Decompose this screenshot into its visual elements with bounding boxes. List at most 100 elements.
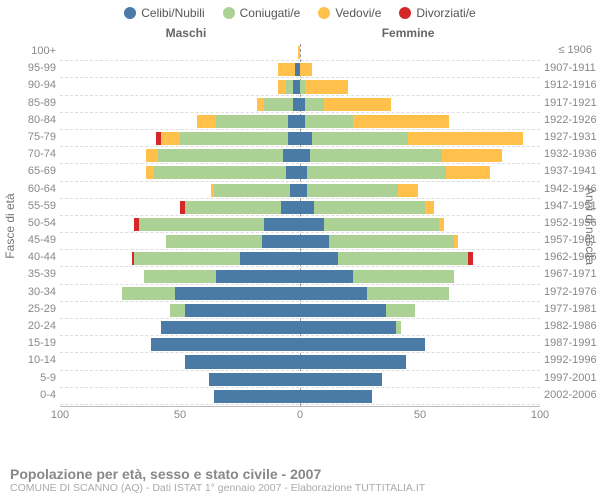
bar-segment <box>293 80 300 93</box>
bar-segment <box>386 304 415 317</box>
bar-segment <box>288 132 300 145</box>
bar-segment <box>134 252 240 265</box>
male-half <box>60 78 300 95</box>
bar-segment <box>300 166 307 179</box>
birth-year-label: 1937-1941 <box>544 165 598 177</box>
plot-area: 100+95-991907-191190-941912-191685-89191… <box>60 44 540 407</box>
age-label: 25-29 <box>2 303 56 315</box>
female-half <box>300 61 540 78</box>
female-half <box>300 78 540 95</box>
age-row: 55-591947-1951 <box>60 199 540 216</box>
birth-year-label: 1972-1976 <box>544 286 598 298</box>
bar-segment <box>300 304 386 317</box>
caption-subtitle: COMUNE DI SCANNO (AQ) - Dati ISTAT 1° ge… <box>10 482 425 494</box>
legend-dot <box>399 7 411 19</box>
bar-segment <box>146 166 153 179</box>
male-half <box>60 285 300 302</box>
age-row: 90-941912-1916 <box>60 78 540 95</box>
age-label: 40-44 <box>2 251 56 263</box>
female-half <box>300 336 540 353</box>
age-label: 10-14 <box>2 354 56 366</box>
bar-segment <box>300 355 406 368</box>
female-half <box>300 353 540 370</box>
age-row: 50-541952-1956 <box>60 216 540 233</box>
bar-segment <box>398 184 417 197</box>
legend-dot <box>124 7 136 19</box>
legend-dot <box>223 7 235 19</box>
birth-year-first: ≤ 1906 <box>558 44 592 56</box>
bar-segment <box>468 252 473 265</box>
birth-year-label: 1932-1936 <box>544 148 598 160</box>
male-half <box>60 96 300 113</box>
x-tick: 100 <box>531 409 549 421</box>
bar-segment <box>185 201 281 214</box>
legend-dot <box>318 7 330 19</box>
female-half <box>300 113 540 130</box>
age-row: 5-91997-2001 <box>60 371 540 388</box>
birth-year-label: 1907-1911 <box>544 62 598 74</box>
female-half <box>300 267 540 284</box>
age-row: 0-42002-2006 <box>60 388 540 405</box>
male-half <box>60 182 300 199</box>
birth-year-label: 1977-1981 <box>544 303 598 315</box>
bar-segment <box>300 201 314 214</box>
age-label: 100+ <box>2 45 56 57</box>
age-label: 30-34 <box>2 286 56 298</box>
bar-segment <box>305 115 353 128</box>
male-half <box>60 353 300 370</box>
male-half <box>60 250 300 267</box>
age-row: 15-191987-1991 <box>60 336 540 353</box>
female-half <box>300 250 540 267</box>
bar-segment <box>290 184 300 197</box>
male-half <box>60 371 300 388</box>
age-row: 35-391967-1971 <box>60 267 540 284</box>
male-half <box>60 216 300 233</box>
male-half <box>60 233 300 250</box>
bar-segment <box>166 235 262 248</box>
male-half <box>60 199 300 216</box>
bar-segment <box>314 201 424 214</box>
legend-label: Vedovi/e <box>335 6 381 20</box>
bar-segment <box>442 149 502 162</box>
bar-segment <box>278 80 285 93</box>
bar-segment <box>122 287 175 300</box>
age-row: 30-341972-1976 <box>60 285 540 302</box>
bar-segment <box>408 132 523 145</box>
bar-segment <box>161 321 300 334</box>
x-tick: 0 <box>297 409 303 421</box>
male-half <box>60 267 300 284</box>
bar-segment <box>209 373 300 386</box>
bar-segment <box>300 390 372 403</box>
bar-segment <box>144 270 216 283</box>
birth-year-label: 1917-1921 <box>544 97 598 109</box>
age-row: 20-241982-1986 <box>60 319 540 336</box>
bar-segment <box>264 98 293 111</box>
male-half <box>60 164 300 181</box>
female-half <box>300 199 540 216</box>
age-row: 65-691937-1941 <box>60 164 540 181</box>
bar-segment <box>154 166 286 179</box>
female-half <box>300 182 540 199</box>
birth-year-label: 1987-1991 <box>544 337 598 349</box>
age-row: 60-641942-1946 <box>60 182 540 199</box>
bar-segment <box>240 252 300 265</box>
age-row: 75-791927-1931 <box>60 130 540 147</box>
bar-segment <box>283 149 300 162</box>
age-label: 15-19 <box>2 337 56 349</box>
male-half <box>60 113 300 130</box>
birth-year-label: 1967-1971 <box>544 268 598 280</box>
bar-segment <box>197 115 216 128</box>
birth-year-label: 1947-1951 <box>544 200 598 212</box>
chart-caption: Popolazione per età, sesso e stato civil… <box>10 466 425 494</box>
age-label: 0-4 <box>2 389 56 401</box>
bar-segment <box>286 80 293 93</box>
legend-label: Coniugati/e <box>240 6 301 20</box>
female-half <box>300 44 540 61</box>
age-label: 50-54 <box>2 217 56 229</box>
age-label: 20-24 <box>2 320 56 332</box>
pyramid-chart: Maschi Femmine ≤ 1906 Fasce di età Anni … <box>60 26 540 426</box>
male-half <box>60 302 300 319</box>
bar-segment <box>288 115 300 128</box>
bar-segment <box>300 373 382 386</box>
age-label: 65-69 <box>2 165 56 177</box>
